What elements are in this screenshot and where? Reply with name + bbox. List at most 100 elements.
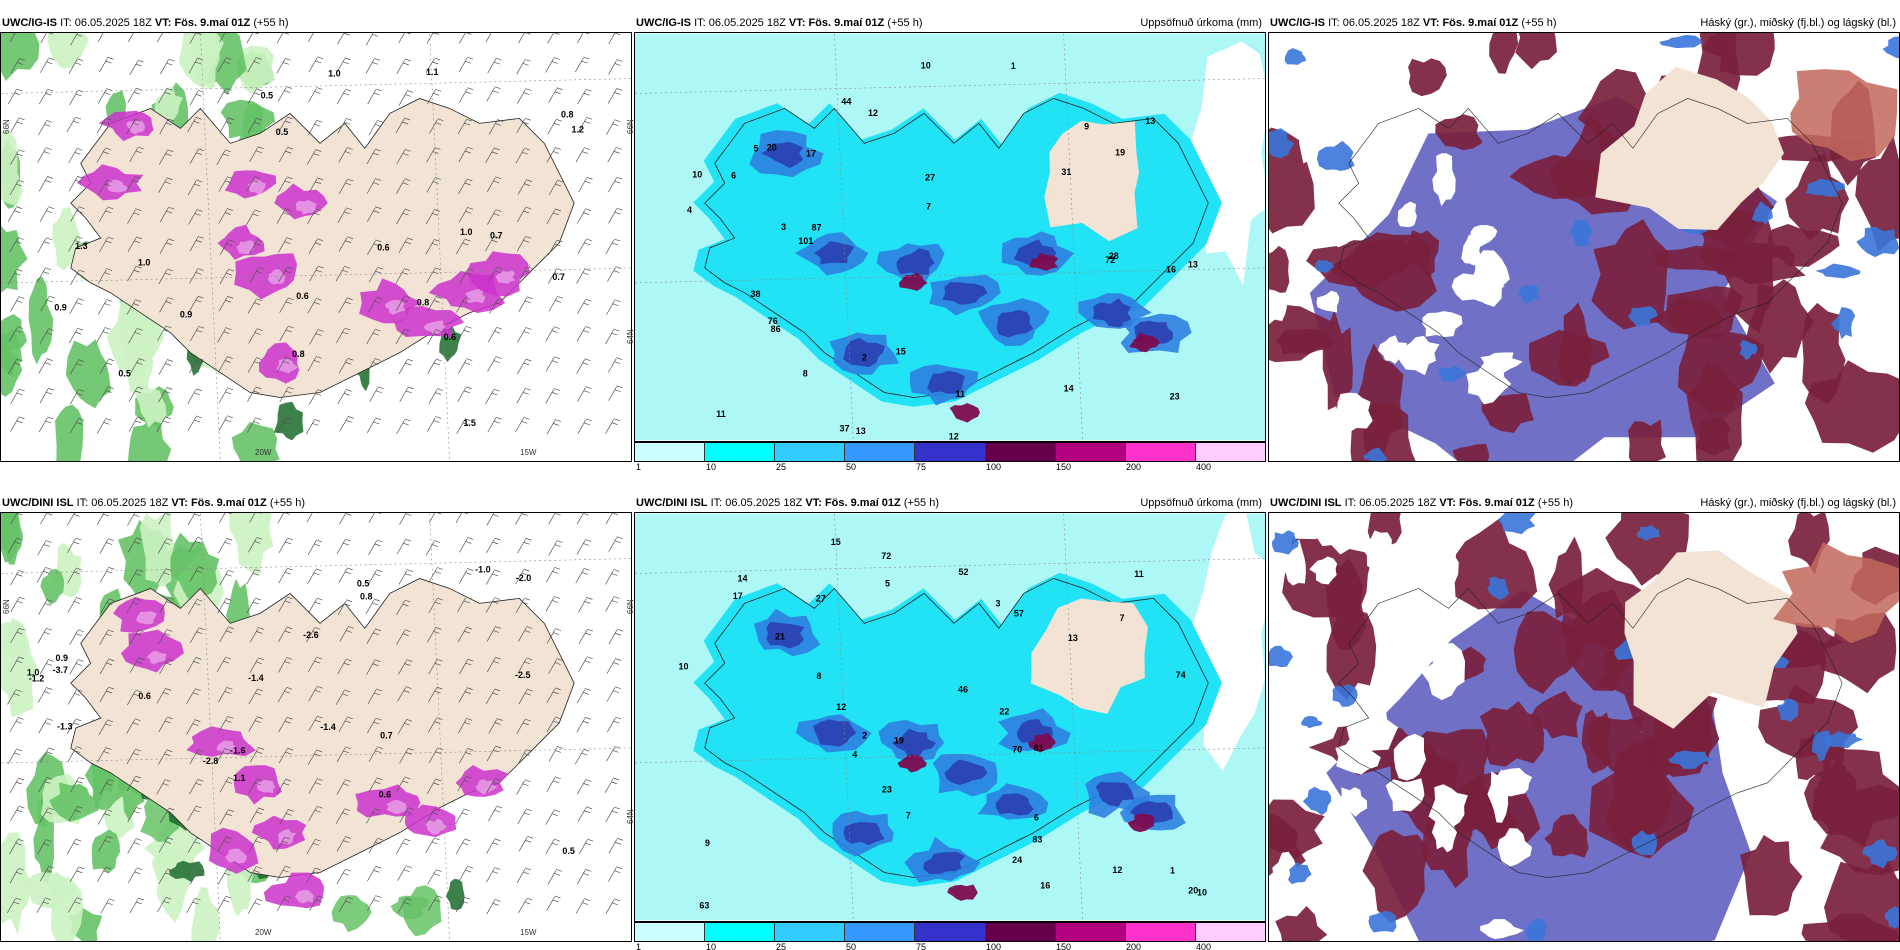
wind-barb xyxy=(39,659,55,675)
wind-barb xyxy=(218,415,233,431)
wind-barb xyxy=(98,836,113,852)
field-area xyxy=(1335,736,1381,775)
wind-barb xyxy=(10,569,25,586)
wind-barb xyxy=(488,119,504,135)
field-area xyxy=(1636,524,1661,542)
field-area xyxy=(923,852,966,875)
wind-barb xyxy=(67,746,83,762)
wind-barb xyxy=(37,687,53,703)
init-time: 06.05.2025 18Z xyxy=(1359,497,1437,509)
colorbar-tick-label: 100 xyxy=(986,942,1002,950)
colorbar-tick-label: 50 xyxy=(846,462,857,472)
model-name: UWC/DINI ISL xyxy=(2,497,74,509)
wind-barb xyxy=(130,358,145,374)
wind-barb xyxy=(395,295,411,311)
wind-barb xyxy=(39,328,55,344)
wind-barb xyxy=(608,866,623,882)
field-area xyxy=(256,779,276,794)
wind-barb xyxy=(605,569,620,585)
panel-title: UWC/DINI ISL IT: 06.05.2025 18Z VT: Fös.… xyxy=(1270,494,1573,512)
wind-barb xyxy=(486,898,501,915)
value-label: 0.6 xyxy=(138,691,150,701)
wind-barb xyxy=(7,88,23,105)
field-area xyxy=(995,793,1034,816)
field-area xyxy=(107,179,128,193)
wind-barb xyxy=(515,568,530,585)
wind-barb xyxy=(190,627,205,643)
wind-barb xyxy=(247,357,263,373)
wind-barb xyxy=(398,90,414,106)
value-label: 6 xyxy=(1034,813,1039,823)
lead-time: (+55 h) xyxy=(1521,17,1557,29)
wind-barb xyxy=(517,88,532,104)
wind-barb xyxy=(276,778,292,795)
panel-title: UWC/DINI ISL IT: 06.05.2025 18Z VT: Fös.… xyxy=(636,494,939,512)
wind-barb xyxy=(248,328,263,344)
value-label: 1 xyxy=(1011,61,1016,71)
wind-barb xyxy=(548,87,563,103)
field-area xyxy=(1269,645,1294,668)
model-name: UWC/DINI ISL xyxy=(636,497,708,509)
wind-barb xyxy=(366,328,381,345)
wind-barb xyxy=(395,328,411,345)
map-svg: 0.7 0.6 1.3 0.9 1.0 0.5 0.8 1.2 0.6 0.5 1.5 0.7 0.8 1… xyxy=(1,33,631,461)
value-label: -2.8 xyxy=(203,756,218,766)
value-label: 17 xyxy=(733,591,743,601)
wind-barb xyxy=(246,176,261,192)
field-area xyxy=(1,832,32,935)
field-area xyxy=(401,885,442,937)
value-label: -1.2 xyxy=(29,673,44,683)
wind-barb xyxy=(546,895,561,912)
value-label: 21 xyxy=(775,632,785,642)
value-label: 13 xyxy=(1068,633,1078,643)
wind-barb xyxy=(10,416,25,432)
model-name: UWC/IG-IS xyxy=(2,17,57,29)
wind-barb xyxy=(247,898,263,914)
value-label: 0.9 xyxy=(56,653,68,663)
field-area xyxy=(1,513,20,563)
value-label: 0.5 xyxy=(562,846,574,856)
wind-barb xyxy=(70,269,85,286)
field-area xyxy=(1420,642,1466,701)
wind-barb xyxy=(97,33,111,43)
wind-barb xyxy=(70,33,83,46)
init-time: 06.05.2025 18Z xyxy=(1342,17,1420,29)
wind-barb xyxy=(485,388,500,405)
field-area xyxy=(1489,33,1519,74)
wind-barb xyxy=(428,513,442,524)
field-area xyxy=(1284,48,1307,65)
value-label: 63 xyxy=(699,900,709,910)
value-label: 8 xyxy=(816,671,821,681)
wind-barb xyxy=(278,266,293,283)
wind-barb xyxy=(309,265,324,282)
wind-barb xyxy=(605,238,620,255)
panel-header: UWC/IG-IS IT: 06.05.2025 18Z VT: Fös. 9.… xyxy=(0,14,632,32)
wind-barb xyxy=(577,116,593,133)
colorbar-swatch xyxy=(1125,443,1196,461)
wind-barb xyxy=(335,808,351,824)
wind-barb xyxy=(9,33,22,43)
wind-barb xyxy=(96,327,111,343)
field-area xyxy=(1269,813,1306,876)
wind-barb xyxy=(158,359,174,375)
wind-barb xyxy=(427,869,442,885)
wind-barb xyxy=(246,33,259,44)
wind-barb xyxy=(10,58,25,74)
wind-barb xyxy=(276,208,292,224)
wind-barb xyxy=(97,268,113,284)
map-area: -2.8 -2.0 -2.5 -1.2 -1.4 -1.6 -3.7 -2.6 -1.0 0.7 0… xyxy=(0,512,632,942)
value-label: 28 xyxy=(1109,251,1119,261)
field-area xyxy=(927,370,965,394)
field-area xyxy=(65,339,112,409)
wind-barb xyxy=(187,513,201,526)
wind-barb xyxy=(306,513,320,523)
wind-barb xyxy=(8,326,24,342)
wind-barb xyxy=(485,569,501,585)
wind-barb xyxy=(337,33,350,45)
wind-barb xyxy=(278,146,294,163)
wind-barb xyxy=(216,656,232,673)
field-area xyxy=(1275,328,1332,355)
cloud-fields xyxy=(1269,33,1899,461)
wind-barb xyxy=(36,897,52,913)
wind-barb xyxy=(249,807,265,823)
